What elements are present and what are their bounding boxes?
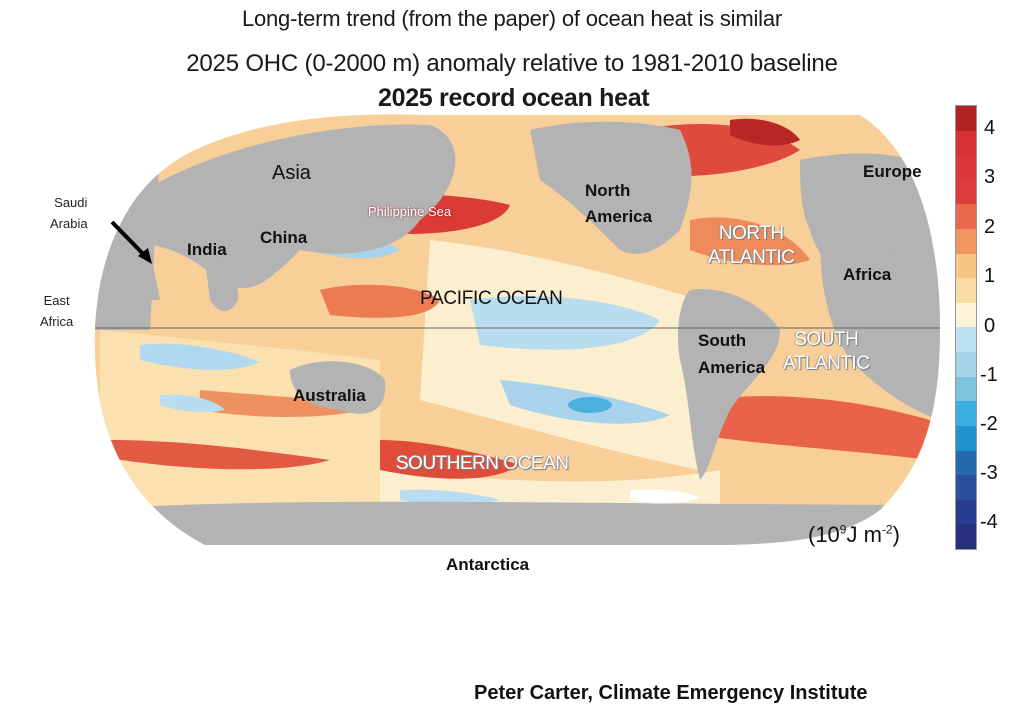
label-africa: Africa — [843, 265, 892, 284]
colorbar-swatch — [956, 352, 976, 377]
subtitle: 2025 OHC (0-2000 m) anomaly relative to … — [186, 50, 838, 77]
colorbar-tick: 1 — [984, 265, 996, 287]
label-pacific-ocean: PACIFIC OCEAN — [420, 288, 563, 309]
colorbar-swatch — [956, 499, 976, 525]
colorbar-swatch — [956, 278, 976, 303]
credit: Peter Carter, Climate Emergency Institut… — [474, 682, 868, 704]
units-end: ) — [892, 522, 900, 547]
label-china: China — [260, 228, 308, 247]
units-base: (10 — [808, 522, 840, 547]
label-south-atlantic-line2: ATLANTIC — [783, 353, 870, 374]
label-south-america-line1: South — [698, 331, 747, 350]
colorbar — [955, 105, 977, 550]
colorbar-swatch — [956, 155, 976, 180]
label-north-atlantic-line1: NORTH — [718, 223, 784, 244]
colorbar-tick: 3 — [984, 166, 996, 188]
colorbar-swatch — [956, 130, 976, 156]
colorbar-tick: 4 — [984, 117, 996, 139]
ocean-heat-map — [94, 114, 941, 545]
label-south-atlantic-line1: SOUTH — [794, 329, 859, 350]
label-southern-ocean: SOUTHERN OCEAN — [396, 453, 569, 474]
colorbar-swatch — [956, 179, 976, 205]
label-europe: Europe — [863, 162, 922, 181]
label-north-atlantic-line2: ATLANTIC — [708, 247, 795, 268]
label-saudi-line2: Arabia — [50, 216, 88, 231]
label-east-africa: East Africa — [40, 290, 73, 332]
label-north-america: North America — [585, 178, 652, 230]
colorbar-tick: 0 — [984, 315, 996, 337]
colorbar-swatch — [956, 253, 976, 279]
saudi-arabia-arrow — [110, 220, 149, 260]
label-saudi-arabia: Saudi Arabia — [50, 192, 88, 234]
chart-title: 2025 record ocean heat — [378, 84, 650, 112]
colorbar-swatch — [956, 204, 976, 230]
colorbar-tick: -2 — [980, 413, 998, 435]
label-south-america-line2: America — [698, 358, 766, 377]
label-antarctica: Antarctica — [446, 555, 530, 574]
label-india: India — [187, 240, 227, 259]
colorbar-swatch — [956, 524, 976, 549]
units-exp2: -2 — [881, 522, 893, 537]
label-north-america-line2: America — [585, 207, 653, 226]
colorbar-swatch — [956, 302, 976, 328]
units-exp1: 9 — [839, 522, 847, 537]
units-mid: J m — [846, 522, 882, 547]
colorbar-swatch — [956, 327, 976, 353]
label-south-atlantic: SOUTH ATLANTIC — [783, 328, 870, 376]
colorbar-swatch — [956, 475, 976, 500]
label-south-america: South America — [698, 327, 765, 381]
label-saudi-line1: Saudi — [54, 195, 88, 210]
label-east-africa-line1: East — [43, 293, 70, 308]
label-asia: Asia — [272, 162, 311, 184]
colorbar-swatch — [956, 425, 976, 451]
colorbar-units: (109J m-2) — [808, 522, 900, 548]
label-north-america-line1: North — [585, 181, 631, 200]
colorbar-swatch — [956, 450, 976, 476]
colorbar-tick: -1 — [980, 364, 998, 386]
colorbar-swatch — [956, 229, 976, 254]
supertitle: Long-term trend (from the paper) of ocea… — [241, 6, 783, 31]
label-east-africa-line2: Africa — [40, 314, 74, 329]
label-philippine-sea: Philippine Sea — [368, 204, 452, 219]
colorbar-tick: 2 — [984, 216, 996, 238]
colorbar-swatch — [956, 401, 976, 426]
colorbar-tick: -3 — [980, 462, 998, 484]
colorbar-swatch — [956, 376, 976, 402]
label-australia: Australia — [293, 386, 366, 405]
label-north-atlantic: NORTH ATLANTIC — [708, 222, 795, 270]
colorbar-swatch — [956, 106, 976, 131]
colorbar-tick: -4 — [980, 511, 998, 533]
